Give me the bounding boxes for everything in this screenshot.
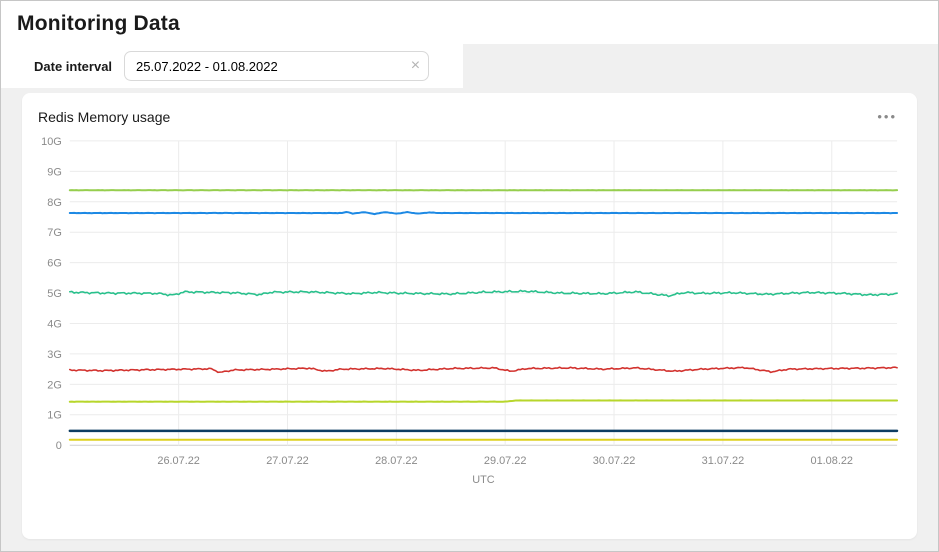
svg-text:31.07.22: 31.07.22: [702, 455, 745, 467]
chart-menu-icon[interactable]: •••: [877, 109, 897, 124]
page-title: Monitoring Data: [17, 12, 180, 35]
svg-text:28.07.22: 28.07.22: [375, 455, 418, 467]
svg-text:27.07.22: 27.07.22: [266, 455, 309, 467]
date-filter-panel: Date interval ×: [1, 44, 463, 88]
chart-card: Redis Memory usage ••• 0 1G 2G 3G 4G 5G 6G 7G 8G…: [22, 93, 917, 539]
svg-text:7G: 7G: [47, 227, 62, 239]
svg-text:8G: 8G: [47, 197, 62, 209]
svg-text:2G: 2G: [47, 379, 62, 391]
svg-text:4G: 4G: [47, 318, 62, 330]
svg-text:1G: 1G: [47, 410, 62, 422]
memory-chart-svg[interactable]: 0 1G 2G 3G 4G 5G 6G 7G 8G 9G 10G 26.07.22 27.07.22 28…: [30, 129, 909, 513]
app-header: Monitoring Data: [1, 1, 938, 44]
svg-text:29.07.22: 29.07.22: [484, 455, 527, 467]
svg-text:5G: 5G: [47, 288, 62, 300]
date-interval-label: Date interval: [34, 58, 113, 74]
svg-text:0: 0: [56, 440, 62, 452]
chart-area: 0 1G 2G 3G 4G 5G 6G 7G 8G 9G 10G 26.07.22 27.07.22 28…: [22, 129, 917, 513]
svg-text:6G: 6G: [47, 258, 62, 270]
svg-text:UTC: UTC: [472, 474, 495, 486]
svg-text:01.08.22: 01.08.22: [810, 455, 853, 467]
chart-card-header: Redis Memory usage •••: [22, 93, 917, 129]
date-interval-input-wrap: ×: [124, 51, 430, 81]
clear-date-icon[interactable]: ×: [410, 57, 421, 74]
chart-title: Redis Memory usage: [38, 108, 171, 125]
svg-text:10G: 10G: [41, 136, 62, 148]
svg-text:9G: 9G: [47, 166, 62, 178]
svg-text:26.07.22: 26.07.22: [157, 455, 200, 467]
svg-text:3G: 3G: [47, 349, 62, 361]
date-interval-input[interactable]: [124, 51, 430, 81]
svg-text:30.07.22: 30.07.22: [593, 455, 636, 467]
